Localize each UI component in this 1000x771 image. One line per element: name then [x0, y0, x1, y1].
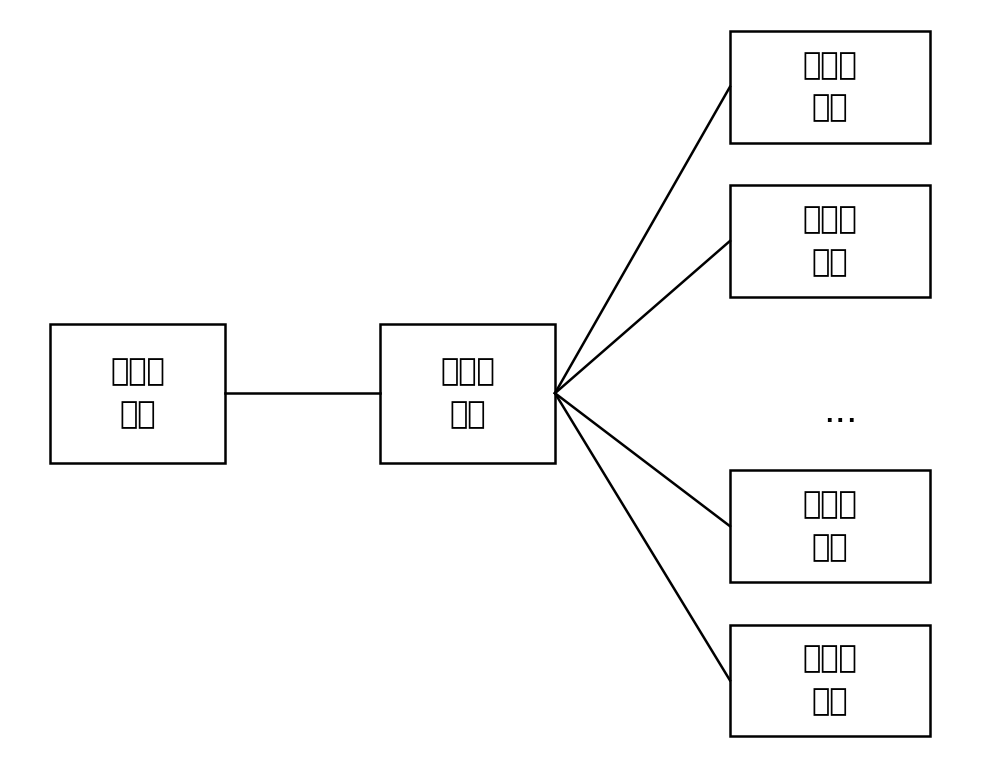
FancyBboxPatch shape	[730, 625, 930, 736]
FancyBboxPatch shape	[730, 470, 930, 582]
Text: 光网络
单元: 光网络 单元	[803, 205, 857, 277]
Text: 光线路
终端: 光线路 终端	[110, 357, 165, 429]
FancyBboxPatch shape	[730, 31, 930, 143]
FancyBboxPatch shape	[730, 185, 930, 297]
Text: ...: ...	[823, 396, 857, 429]
Text: 光网络
单元: 光网络 单元	[803, 490, 857, 562]
Text: 光网络
单元: 光网络 单元	[803, 51, 857, 123]
FancyBboxPatch shape	[380, 324, 555, 463]
FancyBboxPatch shape	[50, 324, 225, 463]
Text: 光分配
网络: 光分配 网络	[440, 357, 495, 429]
Text: 光网络
单元: 光网络 单元	[803, 645, 857, 716]
